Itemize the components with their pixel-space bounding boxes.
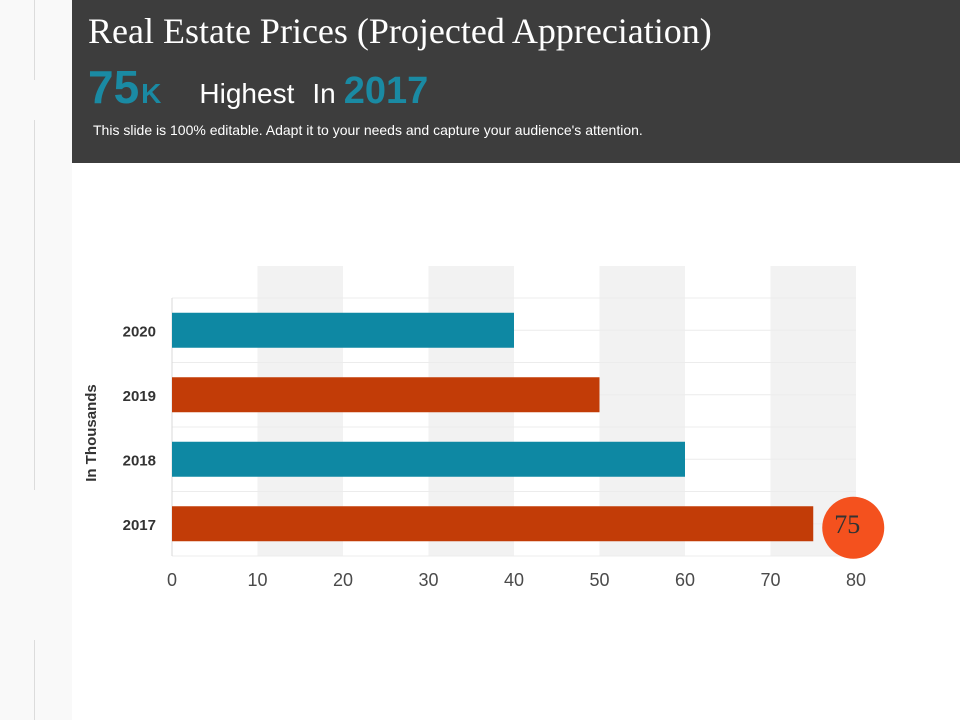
x-tick-label: 30 <box>418 570 438 590</box>
margin-rule <box>34 0 35 80</box>
x-tick-label: 80 <box>846 570 866 590</box>
kpi-text: Highest <box>199 78 295 109</box>
x-tick-label: 40 <box>504 570 524 590</box>
bar-2019 <box>172 377 600 413</box>
kpi-text-in: In <box>312 78 336 109</box>
category-label-2018: 2018 <box>123 452 156 469</box>
category-label-2017: 2017 <box>123 517 156 534</box>
x-tick-label: 70 <box>760 570 780 590</box>
kpi-unit: K <box>141 78 162 109</box>
bar-2017 <box>172 506 814 542</box>
margin-rule <box>34 640 35 720</box>
x-tick-label: 60 <box>675 570 695 590</box>
x-tick-label: 50 <box>589 570 609 590</box>
left-margin-strip <box>0 0 72 720</box>
highlight-label: 75 <box>834 510 860 539</box>
x-tick-labels: 0 10 20 30 40 50 60 70 80 <box>167 570 866 590</box>
kpi-row: 75 K Highest In 2017 <box>88 60 428 114</box>
category-label-2019: 2019 <box>123 388 156 405</box>
highlight-circle <box>822 496 885 559</box>
bar-2018 <box>172 441 685 477</box>
x-tick-label: 10 <box>247 570 267 590</box>
x-tick-label: 20 <box>333 570 353 590</box>
highlight-callout: 75 <box>822 496 885 559</box>
bar-2020 <box>172 312 514 348</box>
y-axis-label: In Thousands <box>83 384 100 482</box>
header-banner: Real Estate Prices (Projected Appreciati… <box>72 0 960 163</box>
chart-bars <box>172 312 814 542</box>
category-label-2020: 2020 <box>123 323 156 340</box>
margin-rule <box>34 120 35 490</box>
kpi-year: 2017 <box>343 70 429 112</box>
page-title: Real Estate Prices (Projected Appreciati… <box>88 11 712 51</box>
kpi-value: 75 <box>88 61 140 113</box>
category-labels: 2020 2019 2018 2017 <box>123 323 156 534</box>
subtitle: This slide is 100% editable. Adapt it to… <box>93 122 643 138</box>
x-tick-label: 0 <box>167 570 177 590</box>
